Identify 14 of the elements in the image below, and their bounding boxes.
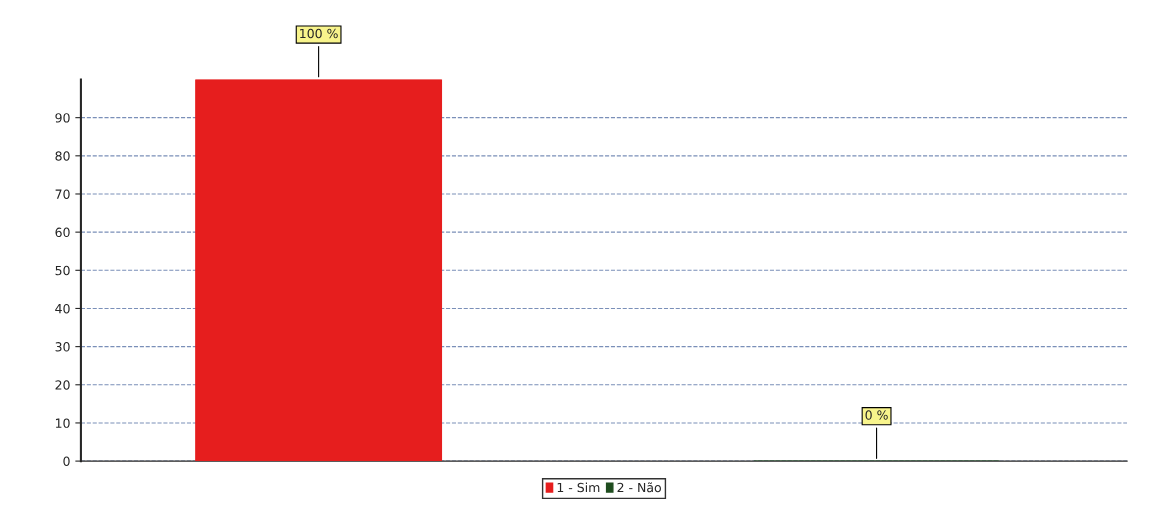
y-tick-label: 0	[63, 456, 70, 467]
text: 100 %	[300, 28, 338, 39]
y-tick-label: 10	[55, 418, 70, 428]
legend-label: 1 - Sim	[557, 482, 600, 493]
legend-label: 2 - Não	[617, 482, 661, 493]
y-tick-label: 20	[55, 380, 70, 390]
y-tick-label: 70	[55, 189, 70, 199]
y-tick-label: 50	[55, 265, 70, 276]
y-tick-label: 40	[55, 303, 70, 314]
y-tick-label: 90	[55, 113, 70, 123]
y-tick-label: 60	[55, 227, 70, 238]
y-tick-label: 30	[55, 342, 70, 352]
text: 0 %	[865, 410, 888, 420]
y-tick-label: 80	[55, 151, 70, 161]
